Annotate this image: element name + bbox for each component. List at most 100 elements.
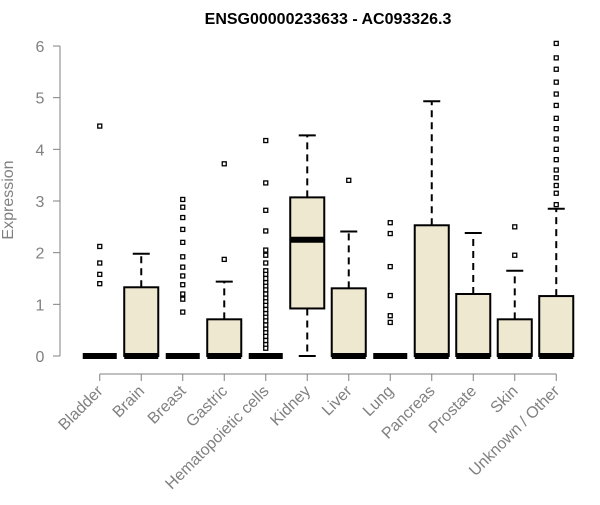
outlier-point [180,264,186,270]
outlier-point [263,271,269,278]
outlier-point [263,333,269,340]
outlier-point [553,126,559,132]
outlier-point [553,102,559,109]
outlier-point [553,167,559,173]
outlier-point [97,271,103,278]
outlier-point [97,243,103,250]
outlier-point [263,318,269,324]
y-tick-label: 6 [36,39,45,56]
outlier-point [553,79,559,85]
box-iqr [455,293,492,357]
outlier-point [553,66,559,72]
outlier-point [263,260,269,266]
outlier-point [180,282,186,288]
outlier-point [180,214,186,221]
x-tick-label: Lung [360,383,397,420]
outlier-point [553,115,559,121]
box-gastric [206,161,243,359]
outlier-point [512,224,518,230]
box-prostate [455,232,492,359]
outlier-point [553,91,559,97]
box-iqr [413,224,450,357]
box-iqr [538,295,575,358]
box-pancreas [413,100,450,359]
outlier-point [263,302,269,309]
outlier-point [97,260,103,266]
outlier-point [553,175,559,181]
y-tick-label: 5 [36,91,45,108]
y-tick-label: 4 [36,142,45,159]
x-tick-label: Kidney [267,383,314,430]
outlier-point [263,345,269,351]
box-breast [165,196,200,359]
outlier-point [180,196,186,203]
box-iqr [206,318,243,358]
outlier-point [553,55,559,61]
y-axis: 0 1 2 3 4 5 6 [36,39,61,366]
y-tick-label: 2 [36,246,45,263]
chart-title: ENSG00000233633 - AC093326.3 [205,11,452,28]
box-skin [496,224,533,359]
x-tick-label: Breast [145,382,190,427]
outlier-point [263,275,269,282]
outlier-point [553,40,559,47]
box-liver [330,177,367,359]
outlier-point [553,146,559,152]
outlier-point [180,239,186,245]
outlier-point [263,228,269,234]
outlier-point [180,296,186,302]
outlier-point [263,252,269,258]
boxes [82,40,575,359]
outlier-point [97,281,103,287]
box-bladder [82,123,117,359]
outlier-point [553,157,559,163]
outlier-point [553,136,559,142]
outlier-point [387,319,393,326]
outlier-point [263,180,269,186]
outlier-point [180,204,186,210]
outlier-point [180,254,186,260]
outlier-point [553,201,559,208]
x-tick-label: Liver [319,382,356,419]
outlier-point [387,263,393,270]
box-iqr [289,196,326,310]
box-lung [373,220,408,359]
y-axis-label: Expression [0,160,17,239]
x-tick-label: Skin [488,383,522,417]
outlier-point [387,220,393,226]
outlier-point [180,226,186,233]
outlier-point [97,123,103,129]
outlier-point [263,207,269,213]
box-kidney [289,134,326,357]
x-tick-label: Bladder [56,382,107,433]
box-unknown-other [538,40,575,359]
outlier-point [553,182,559,189]
outlier-point [180,291,186,297]
outlier-point [387,292,393,299]
y-tick-label: 0 [36,349,45,366]
box-brain [123,252,160,359]
outlier-point [180,309,186,315]
outlier-point [221,256,227,263]
box-iqr [330,287,367,358]
box-iqr [123,286,160,357]
outlier-point [263,337,269,344]
outlier-point [263,137,269,144]
outlier-point [553,190,559,196]
outlier-point [263,322,269,328]
outlier-point [263,291,269,297]
outlier-point [180,273,186,279]
outlier-point [346,177,352,183]
box-hematopoietic-cells [248,137,283,359]
outlier-point [387,230,393,237]
outlier-point [263,287,269,293]
box-iqr [496,318,533,358]
y-tick-label: 3 [36,194,45,211]
outlier-point [512,252,518,258]
y-tick-label: 1 [36,297,45,314]
outlier-point [221,161,227,167]
outlier-point [387,313,393,319]
